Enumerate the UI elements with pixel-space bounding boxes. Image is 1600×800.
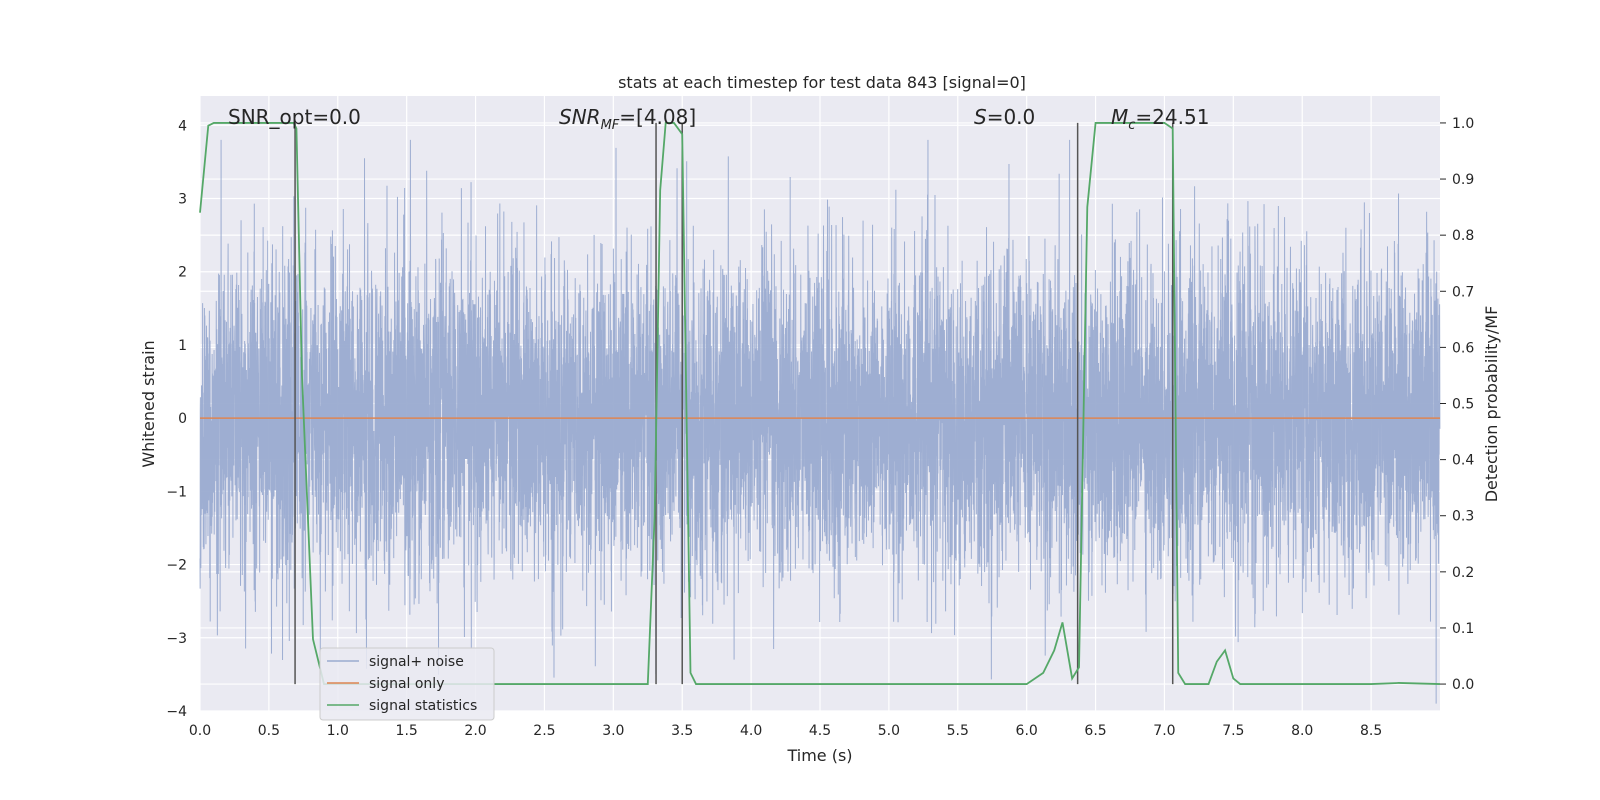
legend-label-signal-statistics: signal statistics: [369, 698, 477, 714]
x-tick-label-14: 7.0: [1153, 723, 1175, 739]
y2-tick-label-6: 0.4: [1452, 453, 1474, 469]
signal-statistics-line: [199, 122, 1441, 685]
x-tick-label-0: 0.0: [189, 723, 211, 739]
y2-tick-label-2: 0.8: [1452, 228, 1474, 244]
y-tick-label-2: 2: [178, 265, 187, 281]
legend-label-noise: signal+ noise: [369, 654, 464, 670]
noise-line: [199, 139, 1441, 704]
x-tick-label-17: 8.5: [1360, 723, 1382, 739]
y-ticks: 4 3 2 1 0 −1 −2 −3 −4: [166, 118, 187, 720]
y2-axis-label: Detection probability/MF: [1482, 306, 1501, 503]
mc-annotation: Mc=24.51: [1111, 105, 1209, 133]
x-tick-label-3: 1.5: [396, 723, 418, 739]
legend: signal+ noise signal only signal statist…: [319, 647, 495, 721]
x-tick-label-16: 8.0: [1291, 723, 1313, 739]
y-axis-label: Whitened strain: [139, 340, 158, 467]
y2-tick-label-5: 0.5: [1452, 397, 1474, 413]
s-value: =0.0: [987, 105, 1036, 129]
y2-tick-label-4: 0.6: [1452, 340, 1474, 356]
y2-tick-label-0: 1.0: [1452, 116, 1474, 132]
x-tick-label-12: 6.0: [1016, 723, 1038, 739]
x-tick-label-2: 1.0: [327, 723, 349, 739]
x-tick-label-6: 3.0: [602, 723, 624, 739]
y-tick-label-4: 0: [178, 411, 187, 427]
snr-opt-annotation: SNR_opt=0.0: [228, 105, 361, 129]
chart-title: stats at each timestep for test data 843…: [618, 73, 1026, 92]
legend-box: [319, 647, 495, 721]
signal-plus-noise-series: [199, 139, 1441, 704]
s-annotation: S=0.0: [974, 105, 1035, 129]
y2-tick-label-7: 0.3: [1452, 509, 1474, 525]
x-ticks: 0.0 0.5 1.0 1.5 2.0 2.5 3.0 3.5 4.0 4.5 5.0 5.5 6.0 6…: [189, 723, 1382, 739]
snr-mf-annotation: SNRMF=[4.08]: [559, 105, 696, 133]
snr-mf-value: =[4.08]: [619, 105, 696, 129]
snr-mf-subscript: MF: [601, 118, 620, 133]
y2-tick-label-1: 0.9: [1452, 172, 1474, 188]
signal-statistics-series: [199, 122, 1441, 685]
y2-tick-label-3: 0.7: [1452, 284, 1474, 300]
y2-tick-label-9: 0.1: [1452, 621, 1474, 637]
s-symbol: S: [974, 105, 987, 129]
x-tick-label-13: 6.5: [1084, 723, 1106, 739]
legend-label-signal-only: signal only: [369, 676, 444, 692]
x-tick-label-11: 5.5: [947, 723, 969, 739]
mc-subscript: c: [1128, 118, 1135, 133]
y-tick-label-0: 4: [178, 118, 187, 134]
x-tick-label-9: 4.5: [809, 723, 831, 739]
mc-value: =24.51: [1135, 105, 1209, 129]
snr-mf-symbol: SNR: [559, 105, 601, 129]
y-tick-label-8: −4: [166, 704, 187, 720]
y-tick-label-6: −2: [166, 558, 187, 574]
x-tick-label-8: 4.0: [740, 723, 762, 739]
y-tick-label-5: −1: [166, 484, 187, 500]
y2-tick-label-8: 0.2: [1452, 565, 1474, 581]
x-tick-label-5: 2.5: [533, 723, 555, 739]
x-tick-label-4: 2.0: [464, 723, 486, 739]
x-tick-label-1: 0.5: [258, 723, 280, 739]
y-tick-label-1: 3: [178, 192, 187, 208]
mc-symbol: M: [1111, 105, 1128, 129]
y-tick-label-7: −3: [166, 631, 187, 647]
y-tick-label-3: 1: [178, 338, 187, 354]
x-tick-label-15: 7.5: [1222, 723, 1244, 739]
y2-ticks: 1.0 0.9 0.8 0.7 0.6 0.5 0.4 0.3 0.2 0.1 0.0: [1440, 116, 1474, 693]
x-tick-label-7: 3.5: [671, 723, 693, 739]
x-axis-label: Time (s): [786, 746, 852, 765]
y2-tick-label-10: 0.0: [1452, 677, 1474, 693]
x-tick-label-10: 5.0: [878, 723, 900, 739]
